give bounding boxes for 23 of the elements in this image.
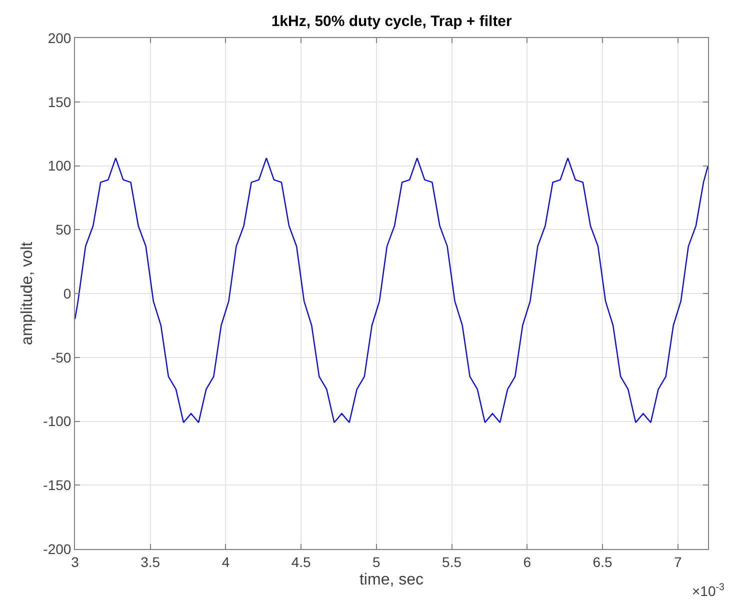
y-tick-label: 50 — [56, 222, 72, 238]
x-tick-label: 3 — [71, 554, 80, 570]
x-tick-label: 7 — [674, 554, 682, 570]
line-series — [75, 157, 708, 424]
y-tick-label: 0 — [63, 285, 72, 302]
x-tick-label: 4.5 — [291, 554, 312, 570]
y-tick-label: -100 — [43, 413, 72, 430]
y-tick-label: -200 — [43, 540, 72, 557]
x-tick-label: 6 — [523, 554, 532, 570]
y-tick-label: 100 — [48, 158, 72, 174]
y-tick-label: -50 — [50, 349, 72, 366]
y-tick-label: -150 — [43, 477, 72, 494]
y-tick-label: 150 — [48, 94, 72, 110]
y-axis-title: amplitude, volt — [19, 241, 36, 346]
x-tick-label: 4 — [222, 554, 230, 570]
chart-title: 1kHz, 50% duty cycle, Trap + filter — [271, 12, 512, 30]
x-tick-label: 3.5 — [140, 554, 160, 570]
x-axis-title: time, sec — [359, 572, 424, 588]
y-tick-label: 200 — [48, 30, 72, 46]
x-tick-label: 5 — [372, 554, 381, 570]
text: ×10$^{-3}$ — [692, 582, 726, 599]
x-tick-label: 6.5 — [592, 554, 612, 570]
x-tick-label: 5.5 — [442, 554, 462, 570]
